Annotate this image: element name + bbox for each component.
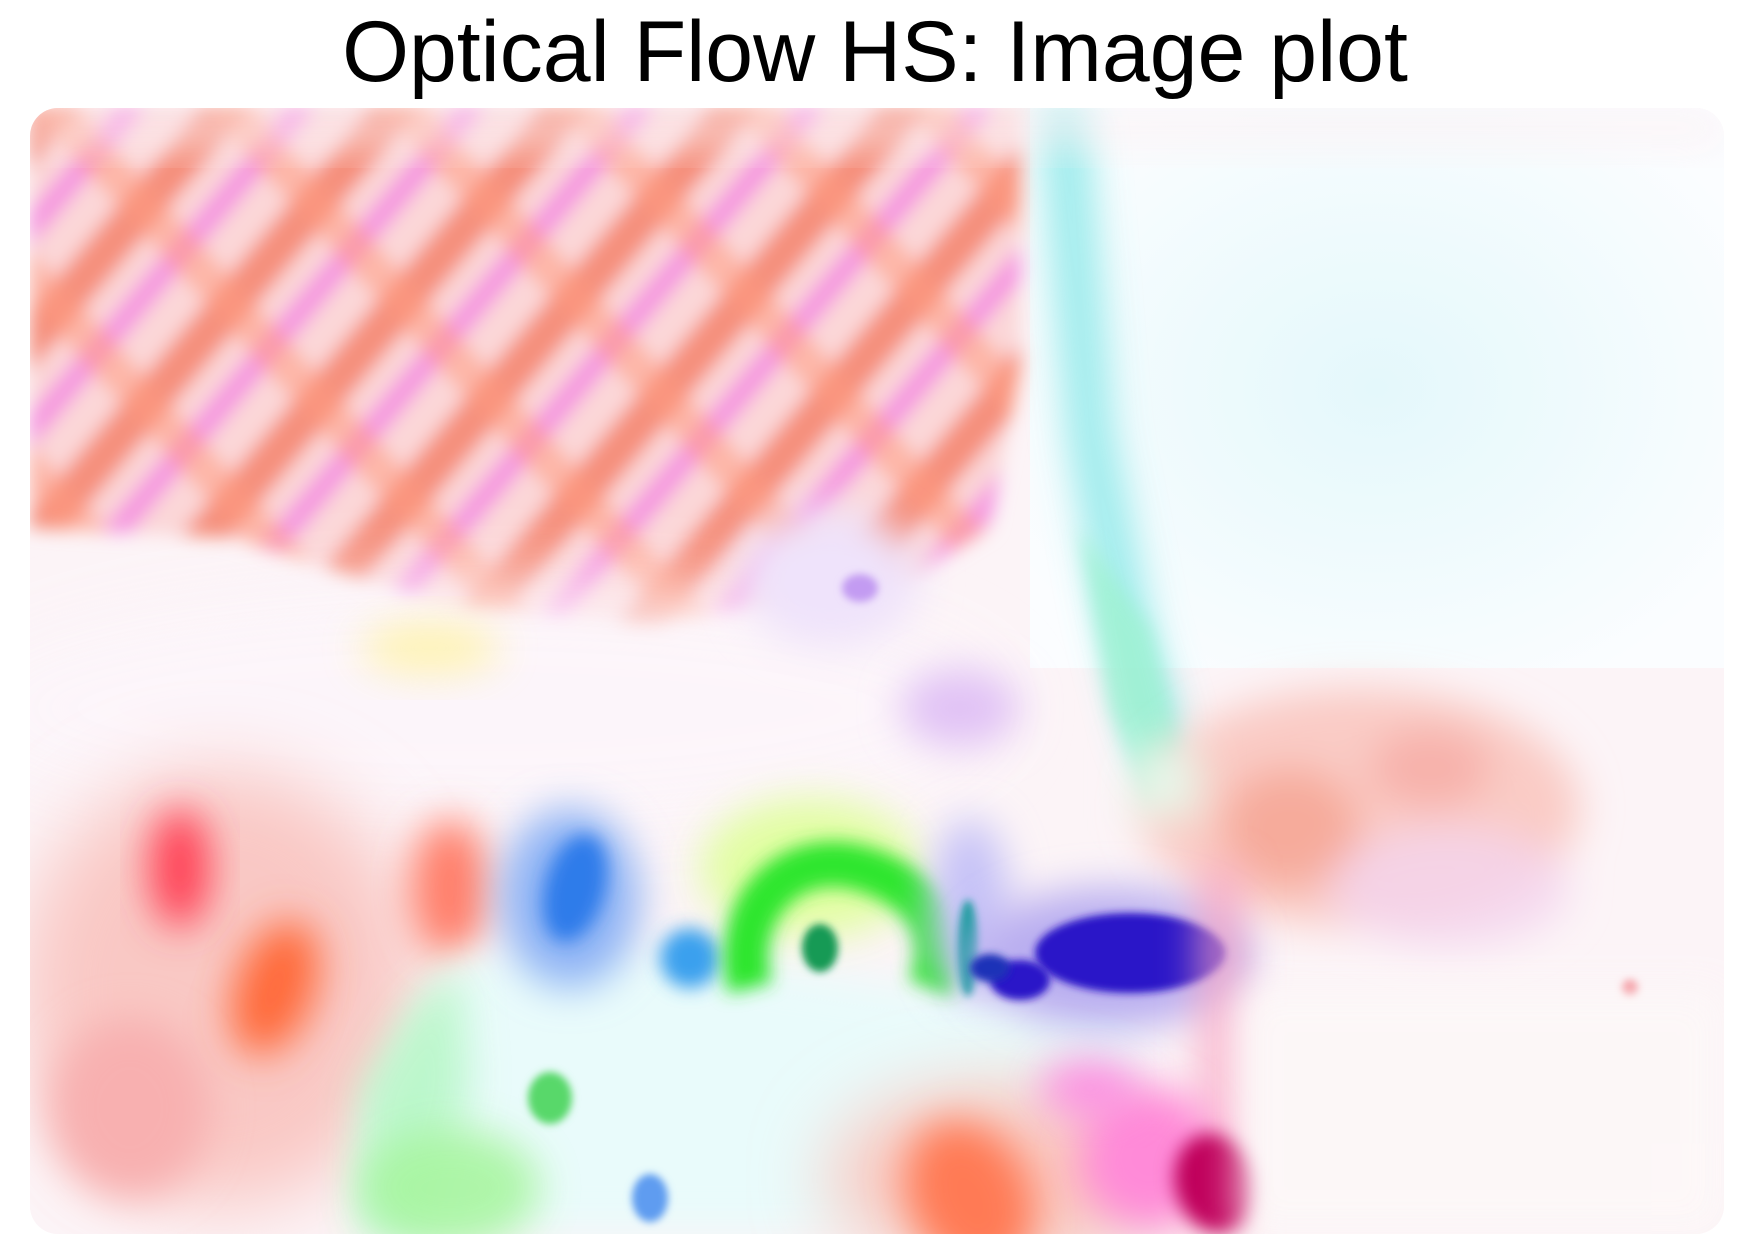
central-flow-features: [500, 798, 1250, 1028]
optical-flow-image: [30, 108, 1724, 1234]
bottom-features: [830, 1058, 1256, 1234]
optical-flow-canvas: [30, 108, 1724, 1234]
plot-title: Optical Flow HS: Image plot: [342, 4, 1408, 100]
lower-left-salmon: [30, 768, 490, 1208]
upper-left-lattice: [30, 108, 1020, 628]
right-salmon-patch: [1140, 688, 1580, 948]
mid-band: [30, 508, 1020, 828]
upper-right-cyan-region: [1030, 108, 1724, 808]
